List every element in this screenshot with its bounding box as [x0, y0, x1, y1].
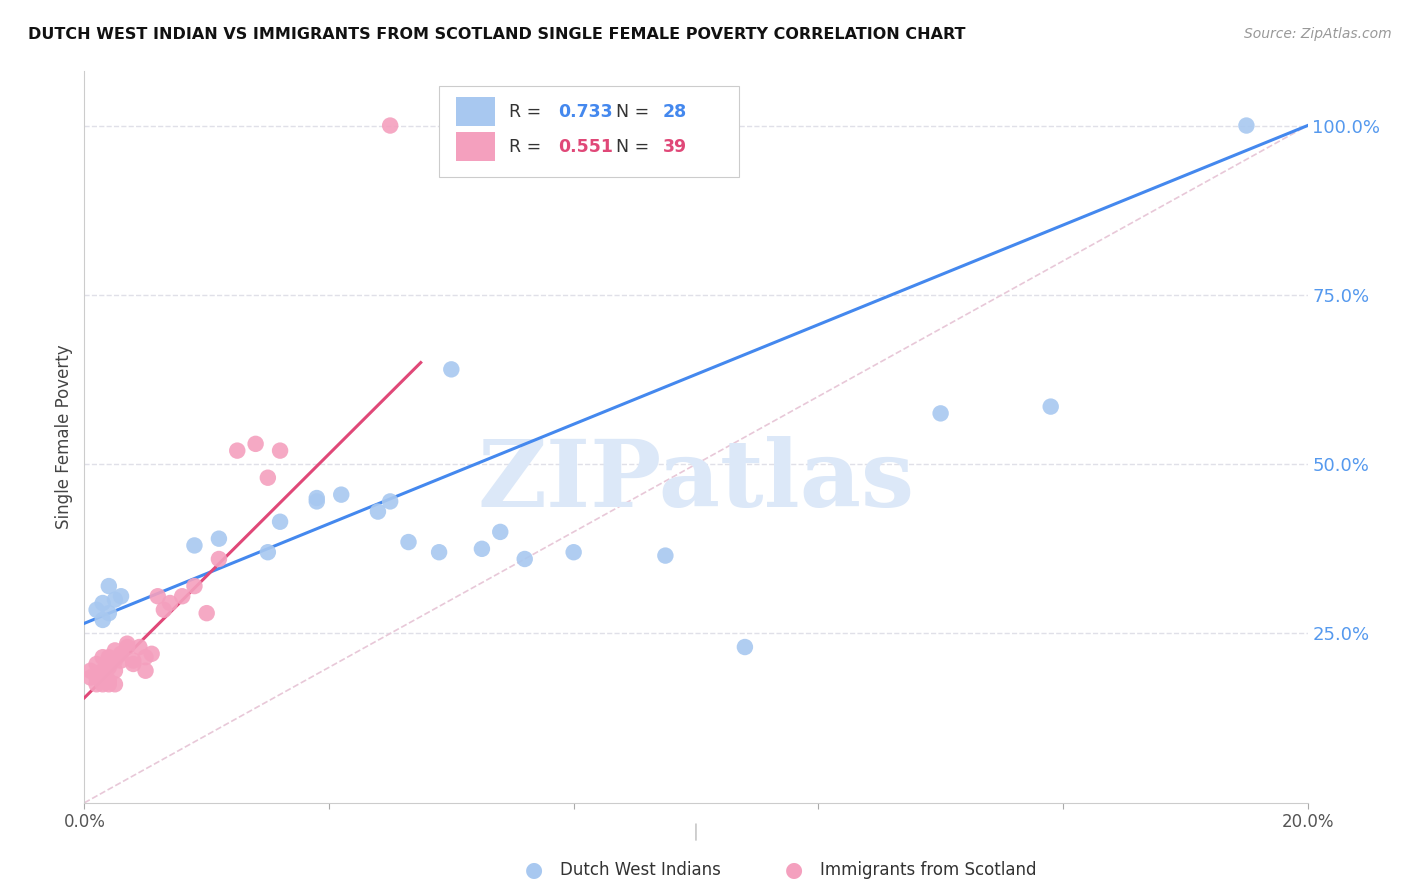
Point: [269, 515, 291, 529]
Point: [104, 654, 127, 668]
Point: [367, 505, 389, 519]
Point: [208, 552, 231, 566]
Text: Dutch West Indians: Dutch West Indians: [560, 861, 720, 879]
Point: [97, 673, 120, 688]
Point: [380, 119, 402, 133]
Point: [128, 640, 150, 654]
Point: [471, 541, 494, 556]
Point: [91, 596, 114, 610]
Y-axis label: Single Female Poverty: Single Female Poverty: [55, 345, 73, 529]
Point: [208, 532, 231, 546]
Text: Immigrants from Scotland: Immigrants from Scotland: [820, 861, 1036, 879]
Text: 28: 28: [664, 103, 688, 120]
Point: [97, 606, 120, 620]
Point: [110, 589, 132, 603]
Point: [195, 606, 218, 620]
Point: [245, 437, 267, 451]
Point: [183, 538, 205, 552]
Text: R =: R =: [509, 103, 547, 120]
Text: R =: R =: [509, 137, 547, 156]
Point: [91, 650, 114, 665]
Point: [269, 443, 291, 458]
Text: 0.551: 0.551: [558, 137, 613, 156]
Text: 0.733: 0.733: [558, 103, 613, 120]
Point: [115, 637, 138, 651]
Point: [257, 545, 280, 559]
Point: [159, 596, 181, 610]
Point: [110, 654, 132, 668]
FancyBboxPatch shape: [456, 97, 495, 127]
Point: [489, 524, 512, 539]
Point: [104, 592, 127, 607]
Point: [330, 488, 353, 502]
Text: Source: ZipAtlas.com: Source: ZipAtlas.com: [1244, 27, 1392, 41]
Point: [104, 643, 127, 657]
Point: [86, 657, 108, 671]
Point: [122, 654, 145, 668]
Point: [440, 362, 463, 376]
Point: [562, 545, 585, 559]
Point: [305, 494, 328, 508]
Point: [97, 650, 120, 665]
FancyBboxPatch shape: [439, 86, 738, 178]
Point: [427, 545, 450, 559]
Point: [79, 664, 101, 678]
Point: [97, 677, 120, 691]
Point: [110, 647, 132, 661]
Point: [153, 603, 176, 617]
Point: [380, 494, 402, 508]
Point: [91, 664, 114, 678]
FancyBboxPatch shape: [456, 132, 495, 161]
Point: [513, 552, 536, 566]
Point: [86, 677, 108, 691]
Point: [135, 664, 157, 678]
Text: ●: ●: [526, 860, 543, 880]
Text: ●: ●: [786, 860, 803, 880]
Point: [172, 589, 194, 603]
Point: [305, 491, 328, 505]
Point: [86, 603, 108, 617]
Point: [86, 671, 108, 685]
Point: [91, 677, 114, 691]
Text: ZIPatlas: ZIPatlas: [478, 436, 914, 526]
Point: [183, 579, 205, 593]
Point: [654, 549, 676, 563]
Point: [146, 589, 169, 603]
Point: [91, 613, 114, 627]
Point: [104, 664, 127, 678]
Point: [97, 579, 120, 593]
Point: [929, 406, 952, 420]
Point: [135, 650, 157, 665]
Point: [91, 667, 114, 681]
Point: [226, 443, 249, 458]
Text: N =: N =: [616, 103, 655, 120]
Text: 39: 39: [664, 137, 688, 156]
Point: [257, 471, 280, 485]
Point: [1236, 119, 1258, 133]
Point: [115, 640, 138, 654]
Point: [122, 657, 145, 671]
Point: [79, 671, 101, 685]
Text: N =: N =: [616, 137, 655, 156]
Point: [104, 677, 127, 691]
Point: [1039, 400, 1062, 414]
Point: [97, 660, 120, 674]
Point: [398, 535, 420, 549]
Point: [141, 647, 163, 661]
Point: [734, 640, 756, 654]
Text: DUTCH WEST INDIAN VS IMMIGRANTS FROM SCOTLAND SINGLE FEMALE POVERTY CORRELATION : DUTCH WEST INDIAN VS IMMIGRANTS FROM SCO…: [28, 27, 966, 42]
